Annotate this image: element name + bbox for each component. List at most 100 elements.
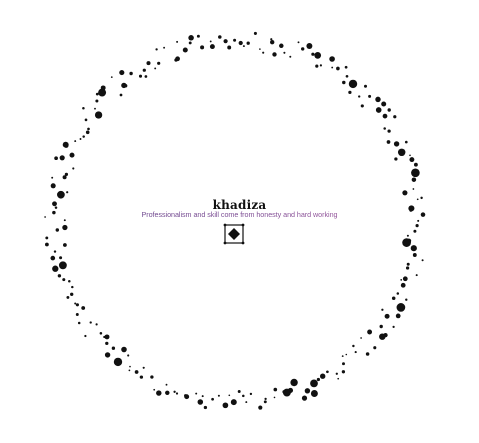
ring-dot <box>253 31 257 35</box>
ring-dot <box>354 351 357 354</box>
ring-dot <box>154 67 157 70</box>
ring-dot <box>123 83 128 88</box>
ring-dot <box>270 38 273 41</box>
ring-dot <box>409 208 413 212</box>
ring-dot <box>387 108 391 112</box>
ring-dot <box>62 224 68 231</box>
ring-dot <box>326 370 329 374</box>
ring-dot <box>218 35 222 39</box>
ring-dot <box>51 176 54 179</box>
ring-dot <box>409 154 411 157</box>
ring-dot <box>79 138 82 140</box>
ring-dot <box>173 390 176 393</box>
ring-dot <box>245 401 248 404</box>
ring-dot <box>402 190 408 196</box>
ring-dot <box>306 43 313 49</box>
ring-dot <box>95 92 99 96</box>
ring-dot <box>402 276 408 282</box>
ring-dot <box>157 61 161 65</box>
ring-dot <box>59 155 65 161</box>
ring-dot <box>195 392 198 395</box>
ring-dot <box>282 390 286 394</box>
ring-dot <box>209 44 215 50</box>
ring-dot <box>360 337 362 339</box>
diamond-frame-icon <box>223 223 245 245</box>
ring-dot <box>413 162 418 167</box>
ring-dot <box>416 198 419 201</box>
ring-dot <box>242 45 245 48</box>
ring-dot <box>259 48 261 50</box>
ring-dot <box>66 295 70 299</box>
ring-dot <box>279 43 284 49</box>
ring-dot <box>54 206 58 209</box>
ring-dot <box>217 394 220 397</box>
ring-dot <box>85 130 90 135</box>
ring-dot <box>379 333 386 340</box>
ring-dot <box>211 397 214 401</box>
ring-dot <box>320 373 326 379</box>
ring-dot <box>165 383 168 386</box>
ring-dot <box>237 390 241 393</box>
ring-dot <box>233 38 237 42</box>
ring-dot <box>129 365 131 368</box>
ring-dot <box>394 157 398 161</box>
ring-dot <box>129 71 133 76</box>
ring-dot <box>319 64 322 67</box>
ring-dot <box>128 369 131 372</box>
ring-dot <box>227 45 232 50</box>
ring-dot <box>273 387 278 392</box>
ring-dot <box>310 390 318 397</box>
ring-dot <box>209 40 212 43</box>
ring-dot <box>246 41 250 45</box>
ring-dot <box>203 405 208 410</box>
ring-dot <box>420 196 423 200</box>
brand-name: khadiza <box>212 198 267 212</box>
ring-dot <box>262 51 265 54</box>
ring-dot <box>71 285 74 289</box>
ring-dot <box>289 55 292 58</box>
ring-dot <box>150 375 154 379</box>
ring-dot <box>238 40 243 46</box>
ring-dot <box>188 35 194 41</box>
ring-dot <box>77 321 81 325</box>
ring-dot <box>222 402 229 409</box>
ring-dot <box>411 177 417 182</box>
ring-dot <box>335 372 338 375</box>
ring-dot <box>127 354 130 357</box>
ring-dot <box>421 259 424 262</box>
ring-dot <box>367 329 373 335</box>
ring-dot <box>95 323 98 326</box>
ring-dot <box>270 40 275 45</box>
ring-dot <box>383 127 386 130</box>
ring-dot <box>63 243 67 247</box>
ring-dot <box>406 262 410 266</box>
ring-dot <box>242 394 245 398</box>
ring-dot <box>417 219 420 222</box>
ring-dot <box>142 366 145 369</box>
ring-dot <box>405 266 410 270</box>
ring-dot <box>345 353 348 356</box>
ring-dot <box>381 101 387 107</box>
ring-dot <box>165 390 170 396</box>
ring-dot <box>99 332 103 335</box>
ring-dot <box>395 313 401 319</box>
ring-dot <box>105 341 109 346</box>
ring-dot <box>348 90 352 95</box>
ring-dot <box>82 135 85 138</box>
ring-dot <box>406 234 409 237</box>
ring-dot <box>100 85 106 91</box>
ring-dot <box>119 93 123 97</box>
ring-dot <box>134 370 139 374</box>
ring-dot <box>156 390 162 396</box>
ring-dot <box>387 129 391 133</box>
ring-dot <box>310 379 318 388</box>
ring-dot <box>368 94 372 98</box>
ring-dot <box>415 224 419 228</box>
ring-dot <box>379 324 383 329</box>
ring-dot <box>163 46 166 49</box>
ring-dot <box>74 302 77 305</box>
ring-dot <box>95 99 99 103</box>
ring-dot <box>59 256 63 260</box>
ring-dot <box>301 395 308 401</box>
